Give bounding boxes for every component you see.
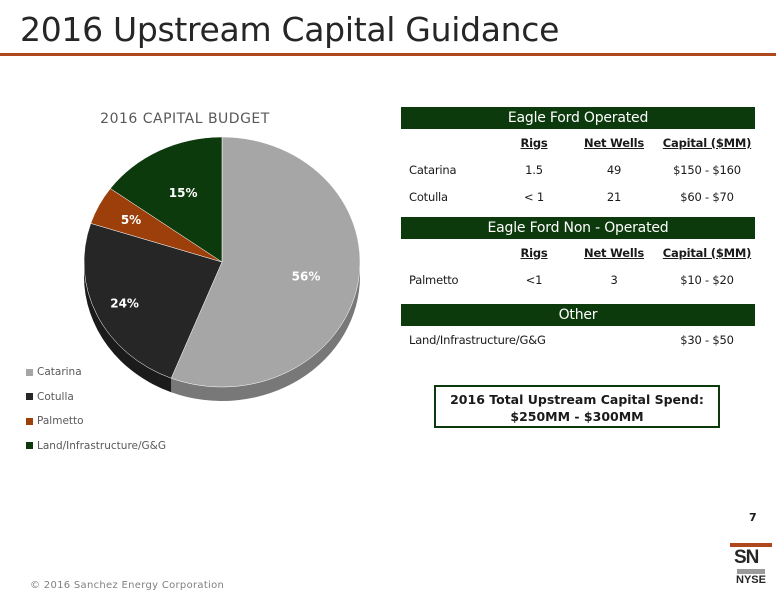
logo-bar (730, 543, 772, 547)
pie-chart: 56% 24% 5% 15% (83, 136, 361, 401)
table-row: Land/Infrastructure/G&G $30 - $50 (401, 326, 755, 353)
table-row: Catarina 1.5 49 $150 - $160 (401, 156, 755, 183)
table-header-row: Rigs Net Wells Capital ($MM) (401, 239, 755, 266)
legend-swatch (26, 393, 33, 401)
row-label: Catarina (409, 162, 457, 177)
row-capital: $30 - $50 (680, 332, 734, 347)
legend-swatch (26, 368, 33, 376)
header-rigs: Rigs (520, 245, 548, 260)
section-header-other: Other (401, 304, 755, 326)
row-rigs: <1 (525, 272, 543, 287)
pie-slice-side (84, 262, 172, 393)
spacer (401, 210, 755, 217)
row-capital: $60 - $70 (680, 189, 734, 204)
total-line-2: $250MM - $300MM (510, 409, 644, 424)
logo-exchange: NYSE (736, 574, 766, 586)
row-capital: $10 - $20 (680, 272, 734, 287)
title-divider (0, 53, 776, 56)
pie-data-label: 5% (121, 213, 141, 227)
header-rigs: Rigs (520, 135, 548, 150)
pie-slice-land-infrastructure-g-g (109, 136, 223, 263)
legend-label: Palmetto (37, 415, 84, 428)
section-header-operated: Eagle Ford Operated (401, 107, 755, 129)
pie-slice-catarina (170, 136, 361, 388)
slide-title: 2016 Upstream Capital Guidance (20, 10, 560, 49)
spacer (401, 293, 755, 304)
pie-data-label: 24% (110, 297, 139, 311)
header-net-wells: Net Wells (584, 135, 644, 150)
header-net-wells: Net Wells (584, 245, 644, 260)
capital-tables: Eagle Ford Operated Rigs Net Wells Capit… (401, 107, 755, 353)
legend-label: Land/Infrastructure/G&G (37, 439, 166, 452)
header-capital: Capital ($MM) (662, 135, 752, 150)
header-capital: Capital ($MM) (662, 245, 752, 260)
legend-item-land: Land/Infrastructure/G&G (26, 434, 166, 459)
pie-slice-side (171, 262, 360, 401)
legend-label: Catarina (37, 366, 82, 379)
header-cell (401, 129, 499, 156)
header-cell (401, 239, 499, 266)
pie-slice-cotulla (83, 223, 223, 379)
non-operated-table: Rigs Net Wells Capital ($MM) Palmetto <1… (401, 239, 755, 293)
row-label: Land/Infrastructure/G&G (409, 332, 546, 347)
total-line-1: 2016 Total Upstream Capital Spend: (450, 392, 704, 407)
row-net-wells: 49 (606, 162, 622, 177)
chart-legend: Catarina Cotulla Palmetto Land/Infrastru… (26, 360, 166, 458)
table-row: Palmetto <1 3 $10 - $20 (401, 266, 755, 293)
legend-swatch (26, 442, 33, 450)
legend-label: Cotulla (37, 390, 74, 403)
total-capital-callout: 2016 Total Upstream Capital Spend: $250M… (434, 385, 720, 428)
section-header-non-operated: Eagle Ford Non - Operated (401, 217, 755, 239)
logo-underline (737, 569, 765, 574)
row-rigs: < 1 (523, 189, 544, 204)
pie-data-label: 56% (292, 270, 321, 284)
row-rigs: 1.5 (525, 162, 543, 177)
table-row: Cotulla < 1 21 $60 - $70 (401, 183, 755, 210)
row-label: Palmetto (409, 272, 459, 287)
copyright-notice: © 2016 Sanchez Energy Corporation (30, 580, 225, 591)
pie-data-label: 15% (169, 186, 198, 200)
row-capital: $150 - $160 (673, 162, 741, 177)
row-net-wells: 3 (610, 272, 618, 287)
legend-item-palmetto: Palmetto (26, 409, 166, 434)
other-table: Land/Infrastructure/G&G $30 - $50 (401, 326, 755, 353)
legend-item-catarina: Catarina (26, 360, 166, 385)
row-label: Cotulla (409, 189, 448, 204)
page-number: 7 (749, 511, 757, 524)
logo-mark: SN (734, 547, 759, 568)
chart-title: 2016 CAPITAL BUDGET (100, 111, 270, 127)
operated-table: Rigs Net Wells Capital ($MM) Catarina 1.… (401, 129, 755, 210)
legend-item-cotulla: Cotulla (26, 385, 166, 410)
table-header-row: Rigs Net Wells Capital ($MM) (401, 129, 755, 156)
row-net-wells: 21 (606, 189, 622, 204)
legend-swatch (26, 417, 33, 425)
company-logo: SN NYSE (730, 543, 772, 591)
